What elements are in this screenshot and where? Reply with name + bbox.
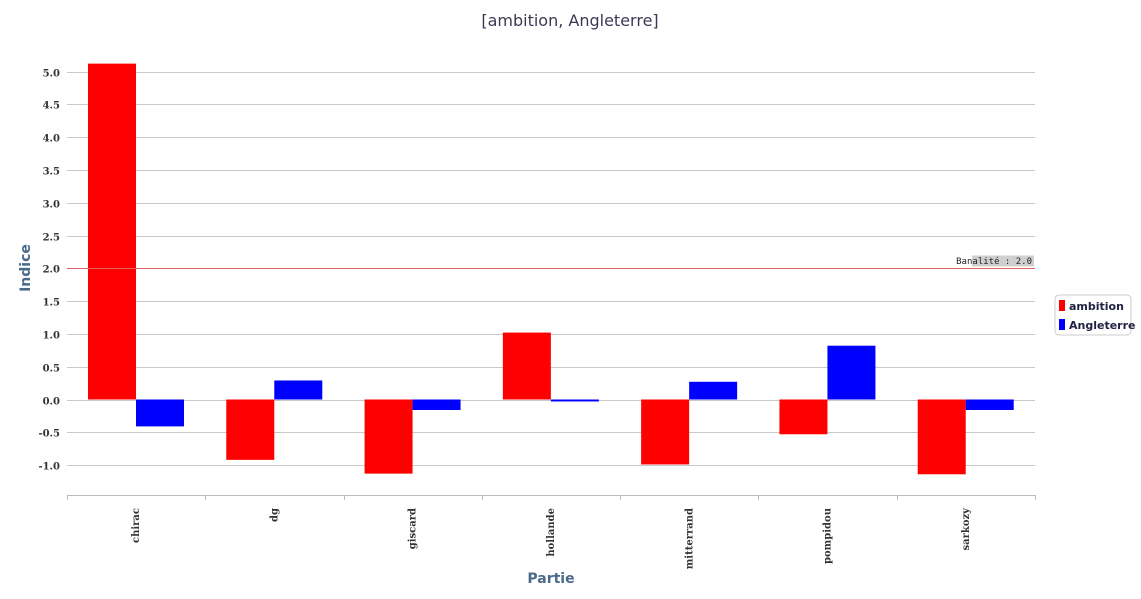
bar-ambition-pompidou <box>779 399 828 435</box>
x-tick-label: sarkozy <box>961 507 972 551</box>
x-axis-title: Partie <box>527 571 574 587</box>
bar-angleterre-hollande <box>550 399 599 402</box>
y-tick-label: 3.5 <box>43 167 60 178</box>
y-tick-label: -0.5 <box>38 429 60 440</box>
bar-ambition-giscard <box>364 399 413 474</box>
bar-angleterre-chirac <box>136 399 184 427</box>
y-tick-label: 2.5 <box>43 233 60 244</box>
x-tick-label: chirac <box>131 508 142 543</box>
reference-line-group: Banalité : 2.0 <box>67 255 1035 269</box>
legend: ambition Angleterre <box>1054 294 1135 336</box>
bar-angleterre-dg <box>274 380 323 400</box>
chart-title: [ambition, Angleterre] <box>481 11 658 30</box>
bar-ambition-dg <box>226 399 275 460</box>
bar-angleterre-pompidou <box>827 345 876 400</box>
y-axis-ticks: 5.0 4.5 4.0 3.5 3.0 2.5 2.0 1.5 1.0 0.5 0.0 -0.5 -1.… <box>38 69 60 473</box>
x-tick-label: mitterrand <box>684 508 695 569</box>
y-tick-label: 2.0 <box>43 265 60 276</box>
bar-ambition-chirac <box>88 63 136 400</box>
reference-line-label: Banalité : 2.0 <box>956 256 1032 267</box>
bar-ambition-hollande <box>502 332 551 400</box>
y-tick-label: 5.0 <box>43 69 60 80</box>
bar-ambition-sarkozy <box>917 399 966 475</box>
y-tick-label: 4.0 <box>43 134 60 145</box>
bar-angleterre-giscard <box>412 399 461 410</box>
bar-angleterre-sarkozy <box>965 399 1014 410</box>
y-tick-label: 0.0 <box>43 397 60 408</box>
x-tick-label: hollande <box>546 508 557 557</box>
bars <box>88 63 1014 475</box>
x-tick-label: pompidou <box>823 508 834 564</box>
bar-angleterre-mitterrand <box>689 381 738 400</box>
x-axis: chirac dg giscard hollande mitterrand pompido… <box>67 495 1036 569</box>
legend-swatch <box>1059 300 1065 311</box>
legend-swatch <box>1059 319 1065 330</box>
y-axis-title: Indice <box>18 244 34 292</box>
y-tick-label: 1.0 <box>43 331 60 342</box>
y-tick-label: 4.5 <box>43 101 60 112</box>
x-tick-label: dg <box>269 508 280 522</box>
legend-label: ambition <box>1069 300 1124 313</box>
y-tick-label: -1.0 <box>38 462 60 473</box>
legend-box <box>1054 294 1132 336</box>
legend-label: Angleterre <box>1069 319 1135 332</box>
y-tick-label: 3.0 <box>43 200 60 211</box>
y-tick-label: 0.5 <box>43 364 60 375</box>
reference-label-background <box>972 255 1034 267</box>
bar-ambition-mitterrand <box>641 399 690 465</box>
x-tick-label: giscard <box>408 508 419 549</box>
y-tick-label: 1.5 <box>43 298 60 309</box>
